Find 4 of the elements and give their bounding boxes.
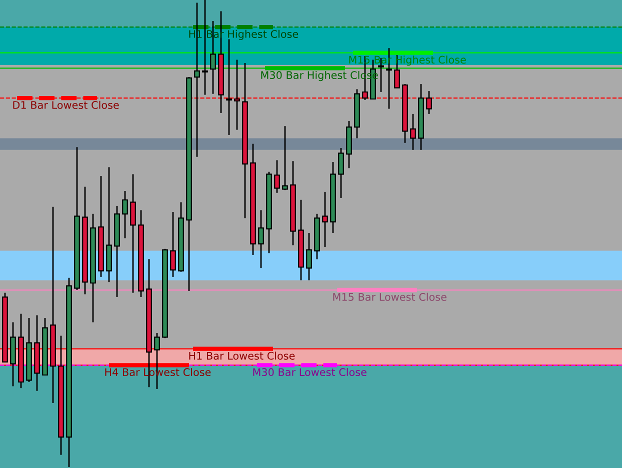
ref-line-label: H1 Bar Lowest Close [189,352,295,360]
ref-line-label: M30 Bar Lowest Close [253,368,366,376]
ref-line-label: D1 Bar Lowest Close [13,100,119,109]
ref-line-label: M15 Bar Lowest Close [333,292,446,301]
